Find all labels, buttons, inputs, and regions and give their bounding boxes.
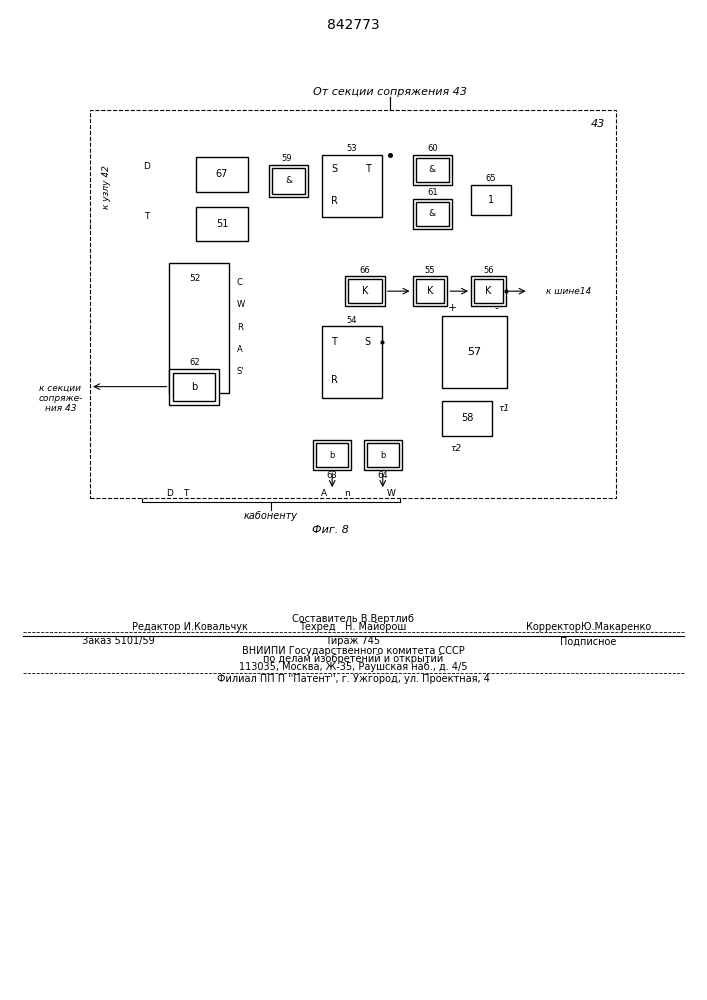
Text: T: T [144, 212, 149, 221]
Text: W: W [386, 489, 395, 498]
Text: A: A [237, 345, 243, 354]
Bar [322, 326, 382, 398]
Text: b: b [380, 451, 385, 460]
Text: -: - [495, 303, 499, 313]
Text: Филиал ПП П ''Патент'', г. Ужгород, ул. Проектная, 4: Филиал ПП П ''Патент'', г. Ужгород, ул. … [216, 674, 489, 684]
Text: K: K [485, 286, 491, 296]
Bar [322, 155, 382, 217]
Text: 63: 63 [327, 471, 337, 480]
Text: 60: 60 [427, 144, 438, 153]
Bar [412, 276, 448, 306]
Text: Заказ 5101/59: Заказ 5101/59 [82, 636, 155, 646]
Text: 53: 53 [346, 144, 357, 153]
Text: 56: 56 [483, 266, 493, 275]
Bar [471, 185, 510, 215]
Text: T: T [182, 489, 188, 498]
Text: W: W [237, 300, 245, 309]
Bar [474, 279, 503, 303]
Text: D: D [144, 162, 150, 171]
Bar [471, 276, 506, 306]
Text: n: n [344, 489, 350, 498]
Text: 62: 62 [189, 358, 199, 367]
Text: &: & [429, 165, 436, 174]
Text: K: K [427, 286, 433, 296]
Text: к шине14: к шине14 [547, 287, 592, 296]
Text: Тираж 745: Тираж 745 [325, 636, 380, 646]
Text: S: S [331, 164, 337, 174]
Text: A: A [321, 489, 327, 498]
Bar [197, 207, 248, 241]
Text: КорректорЮ.Макаренко: КорректорЮ.Макаренко [525, 622, 650, 632]
Text: к узлу 42: к узлу 42 [103, 165, 112, 209]
Text: 113035, Москва, Ж-35, Раушская наб., д. 4/5: 113035, Москва, Ж-35, Раушская наб., д. … [239, 662, 467, 672]
Text: 43: 43 [591, 119, 605, 129]
Bar [271, 168, 305, 194]
Text: &: & [285, 176, 292, 185]
Bar [364, 440, 402, 470]
Text: Составитель В.Вертлиб: Составитель В.Вертлиб [292, 614, 414, 624]
Bar [269, 165, 308, 197]
Text: к секции
сопряже-
ния 43: к секции сопряже- ния 43 [38, 384, 83, 413]
Text: кабоненту: кабоненту [244, 511, 298, 521]
Text: R: R [331, 375, 337, 385]
Bar [412, 155, 452, 185]
Text: 54: 54 [346, 316, 357, 325]
Text: +: + [448, 303, 457, 313]
Text: по делам изобретений и открытий: по делам изобретений и открытий [263, 654, 443, 664]
Text: 67: 67 [216, 169, 228, 179]
Text: S: S [365, 337, 371, 347]
Bar [416, 202, 449, 226]
Text: τ1: τ1 [498, 404, 509, 413]
Text: τ2: τ2 [450, 444, 462, 453]
Text: R: R [331, 196, 337, 206]
Text: b: b [329, 451, 335, 460]
Bar [313, 440, 351, 470]
Text: R: R [237, 323, 243, 332]
Text: 59: 59 [281, 154, 292, 163]
Text: Редактор И.Ковальчук: Редактор И.Ковальчук [132, 622, 247, 632]
Text: 57: 57 [467, 347, 481, 357]
Bar [345, 276, 385, 306]
Text: &: & [429, 209, 436, 218]
Bar [197, 157, 248, 192]
Text: 51: 51 [216, 219, 228, 229]
Bar [170, 369, 219, 405]
Bar [170, 263, 229, 393]
Text: 52: 52 [189, 274, 201, 283]
Text: От секции сопряжения 43: От секции сопряжения 43 [312, 87, 467, 97]
Text: C: C [237, 278, 243, 287]
Text: 66: 66 [360, 266, 370, 275]
Bar [443, 401, 492, 436]
Text: 65: 65 [486, 174, 496, 183]
Bar [348, 279, 382, 303]
Text: b: b [191, 382, 197, 392]
Bar [367, 443, 399, 467]
Bar [416, 158, 449, 182]
Bar [316, 443, 348, 467]
Text: 64: 64 [378, 471, 388, 480]
Bar [416, 279, 444, 303]
Text: D: D [166, 489, 173, 498]
Bar [90, 110, 616, 498]
Bar [173, 373, 215, 401]
Bar [443, 316, 507, 388]
Text: 61: 61 [427, 188, 438, 197]
Text: K: K [362, 286, 368, 296]
Text: Подписное: Подписное [560, 636, 617, 646]
Text: ВНИИПИ Государственного комитета СССР: ВНИИПИ Государственного комитета СССР [242, 646, 464, 656]
Text: 58: 58 [461, 413, 473, 423]
Text: 1: 1 [488, 195, 494, 205]
Text: S': S' [237, 367, 245, 376]
Text: Техред   Н. Майорош: Техред Н. Майорош [299, 622, 407, 632]
Text: T: T [365, 164, 371, 174]
Text: T: T [331, 337, 337, 347]
Text: Фиг. 8: Фиг. 8 [312, 525, 349, 535]
Text: 842773: 842773 [327, 18, 380, 32]
Bar [412, 199, 452, 229]
Text: 55: 55 [425, 266, 435, 275]
